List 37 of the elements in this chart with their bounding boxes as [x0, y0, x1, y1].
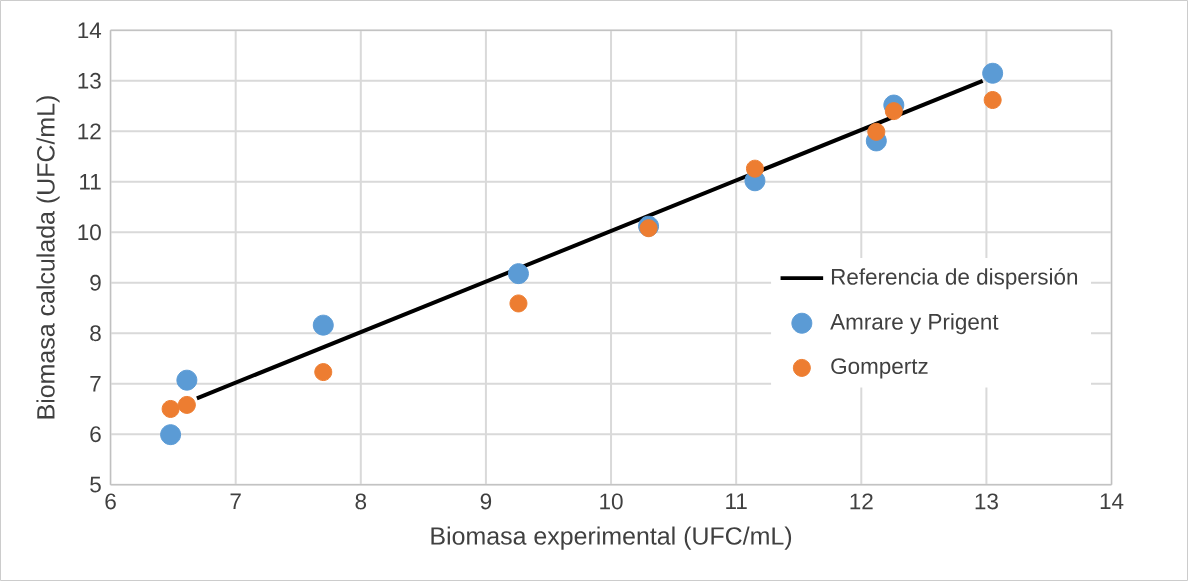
y-tick-label: 7 — [90, 375, 101, 392]
x-tick-label: 10 — [600, 493, 623, 510]
x-tick-label: 12 — [850, 493, 873, 510]
x-tick-label: 13 — [975, 493, 998, 510]
point — [177, 395, 196, 414]
y-tick-label: 13 — [78, 72, 101, 89]
legend-label: Gompertz — [831, 358, 928, 379]
legend-label: Referencia de dispersión — [831, 267, 1078, 290]
y-tick-label: 6 — [90, 426, 101, 443]
x-axis-title: Biomasa experimental (UFC/mL) — [431, 526, 792, 550]
x-tick-label: 7 — [230, 493, 241, 509]
point — [507, 263, 529, 285]
y-tick-label: 11 — [80, 174, 101, 190]
y-tick-label: 10 — [78, 224, 101, 241]
y-tick-label: 9 — [90, 274, 101, 291]
y-tick-label: 5 — [90, 476, 101, 493]
point — [312, 314, 334, 336]
point — [314, 363, 333, 382]
x-tick-label: 6 — [105, 493, 116, 510]
y-tick-label: 8 — [90, 325, 101, 342]
point — [745, 159, 764, 178]
point — [161, 399, 180, 418]
y-tick-label: 12 — [78, 123, 101, 140]
x-tick-label: 11 — [726, 493, 747, 509]
x-tick-label: 14 — [1100, 493, 1124, 509]
point — [176, 369, 198, 391]
x-tick-label: 8 — [355, 493, 367, 510]
y-axis-title: Biomasa calculada (UFC/mL) — [36, 96, 60, 419]
legend-label: Amrare y Prigent — [830, 313, 999, 335]
x-tick-label: 9 — [480, 493, 492, 510]
point — [509, 294, 528, 313]
point — [982, 62, 1004, 84]
point — [884, 102, 903, 121]
point — [983, 91, 1002, 109]
y-tick-label: 14 — [78, 22, 102, 39]
point — [160, 424, 182, 446]
point — [867, 122, 886, 141]
